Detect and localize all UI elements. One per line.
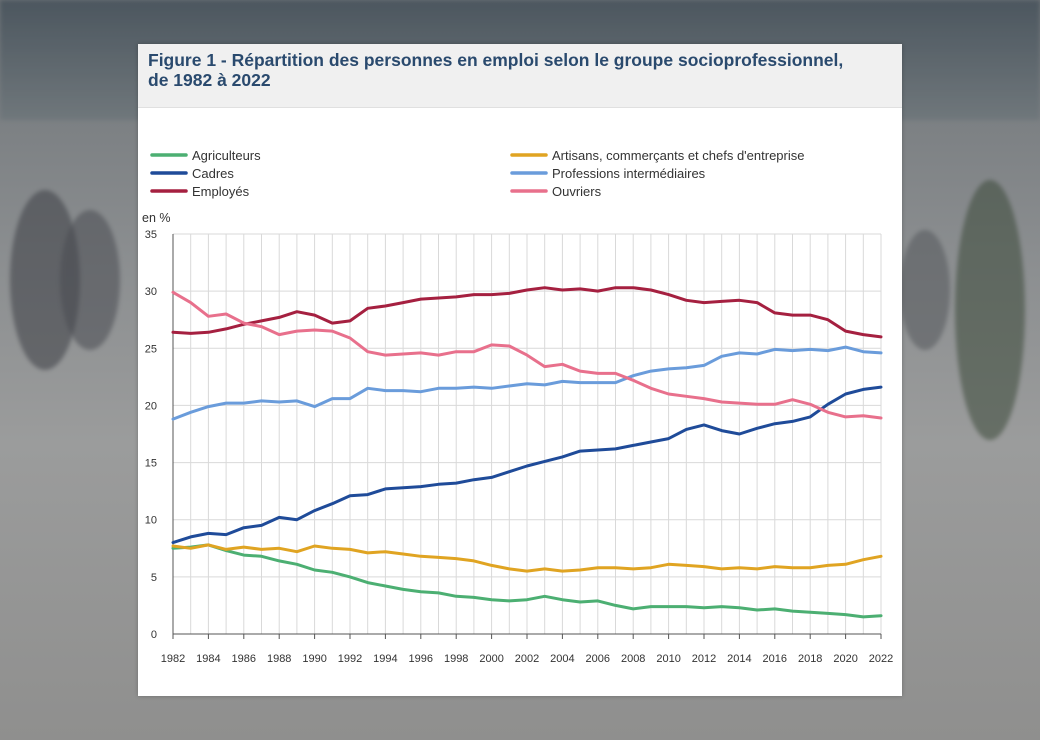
x-tick-label: 2020 (833, 653, 857, 665)
y-tick-label: 10 (145, 515, 157, 527)
series-line (171, 290, 883, 420)
y-axis-label: en % (142, 211, 171, 225)
legend-label: Employés (192, 184, 250, 199)
figure-header: Figure 1 - Répartition des personnes en … (138, 44, 902, 108)
figure-title-line1: Figure 1 - Répartition des personnes en … (148, 50, 844, 70)
x-tick-label: 1996 (409, 653, 433, 665)
x-tick-label: 1982 (161, 653, 185, 665)
line-chart: 0 5 10 15 20 25 30 35 1982 1984 1986 1988 1990 1992 19… (142, 148, 893, 665)
x-tick-label: 2018 (798, 653, 822, 665)
y-tick-label: 30 (145, 286, 157, 298)
series-line (171, 543, 883, 573)
x-tick-label: 2004 (550, 653, 574, 665)
series-line (171, 345, 883, 421)
x-tick-label: 2006 (586, 653, 610, 665)
y-tick-label: 0 (151, 629, 157, 641)
x-tick-label: 2022 (869, 653, 893, 665)
legend-label: Professions intermédiaires (552, 166, 706, 181)
x-tick-label: 1992 (338, 653, 362, 665)
x-tick-label: 2002 (515, 653, 539, 665)
legend-label: Artisans, commerçants et chefs d'entrepr… (552, 148, 804, 163)
x-tick-label: 2012 (692, 653, 716, 665)
y-tick-label: 15 (145, 458, 157, 470)
x-tick-label: 2008 (621, 653, 645, 665)
y-tick-label: 25 (145, 343, 157, 355)
y-tick-label: 5 (151, 572, 157, 584)
x-tick-label: 2014 (727, 653, 751, 665)
legend-label: Ouvriers (552, 184, 602, 199)
x-tick-label: 1998 (444, 653, 468, 665)
figure-title: Figure 1 - Répartition des personnes en … (148, 50, 892, 90)
series-line (171, 543, 883, 619)
figure-card: Figure 1 - Répartition des personnes en … (138, 44, 902, 696)
x-tick-label: 1986 (232, 653, 256, 665)
x-tick-label: 1994 (373, 653, 397, 665)
figure-title-line2: de 1982 à 2022 (148, 70, 271, 90)
x-tick-label: 2010 (656, 653, 680, 665)
y-tick-label: 20 (145, 400, 157, 412)
y-tick-label: 35 (145, 229, 157, 241)
x-tick-label: 2016 (763, 653, 787, 665)
x-tick-label: 2000 (479, 653, 503, 665)
series-line (171, 286, 883, 339)
legend-label: Cadres (192, 166, 234, 181)
chart-area: 0 5 10 15 20 25 30 35 1982 1984 1986 1988 1990 1992 19… (138, 108, 902, 696)
x-tick-label: 1988 (267, 653, 291, 665)
x-tick-label: 1984 (196, 653, 220, 665)
x-tick-label: 1990 (302, 653, 326, 665)
series-line (171, 385, 883, 545)
legend-label: Agriculteurs (192, 148, 261, 163)
